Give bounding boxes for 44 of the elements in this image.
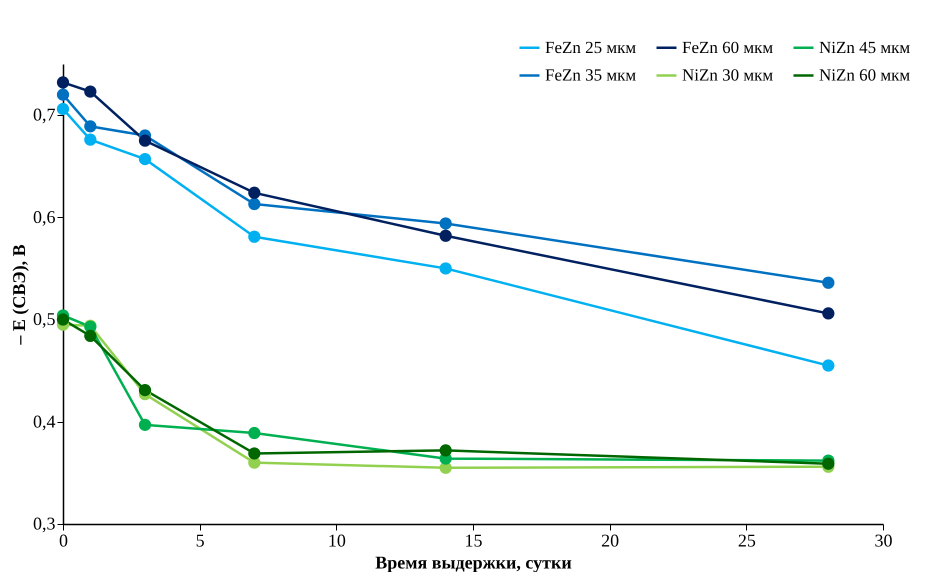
y-axis-title: – E (СВЭ), В bbox=[9, 244, 29, 346]
point bbox=[56, 313, 70, 326]
point bbox=[248, 198, 260, 210]
point bbox=[248, 447, 260, 460]
point bbox=[56, 76, 70, 89]
point bbox=[138, 384, 152, 396]
legend-label: FeZn 25 мкм bbox=[545, 38, 636, 57]
point bbox=[84, 134, 96, 146]
point bbox=[822, 359, 834, 372]
point bbox=[822, 276, 834, 289]
point bbox=[440, 230, 452, 242]
point bbox=[822, 307, 834, 320]
x-tick-label: 5 bbox=[196, 530, 205, 550]
y-tick-label: 0,3 bbox=[33, 514, 56, 534]
y-tick-label: 0,7 bbox=[33, 104, 56, 125]
point bbox=[248, 230, 260, 243]
x-tick-label: 10 bbox=[328, 530, 346, 550]
point bbox=[248, 186, 260, 199]
point bbox=[84, 330, 96, 342]
point bbox=[822, 458, 834, 470]
legend-label: NiZn 30 мкм bbox=[682, 66, 774, 84]
x-tick-label: 15 bbox=[464, 530, 482, 550]
point bbox=[84, 85, 96, 98]
y-tick-label: 0,5 bbox=[33, 309, 56, 330]
point bbox=[56, 88, 70, 101]
point bbox=[440, 262, 452, 275]
x-tick-label: 30 bbox=[874, 530, 892, 550]
legend-label: FeZn 60 мкм bbox=[682, 38, 774, 57]
point bbox=[84, 120, 96, 132]
x-tick-label: 0 bbox=[59, 530, 68, 550]
legend-label: NiZn 45 мкм bbox=[819, 38, 910, 57]
point bbox=[138, 418, 152, 431]
point bbox=[440, 444, 452, 457]
point bbox=[248, 426, 260, 440]
y-tick-label: 0,6 bbox=[33, 206, 56, 227]
point bbox=[56, 102, 70, 116]
point bbox=[138, 134, 152, 147]
y-tick-label: 0,4 bbox=[33, 411, 56, 432]
legend-label: FeZn 35 мкм bbox=[545, 66, 636, 84]
x-tick-label: 25 bbox=[738, 530, 756, 550]
x-tick-label: 20 bbox=[601, 530, 620, 550]
point bbox=[138, 152, 152, 166]
point bbox=[440, 217, 452, 230]
legend-label: NiZn 60 мкм bbox=[819, 66, 910, 84]
